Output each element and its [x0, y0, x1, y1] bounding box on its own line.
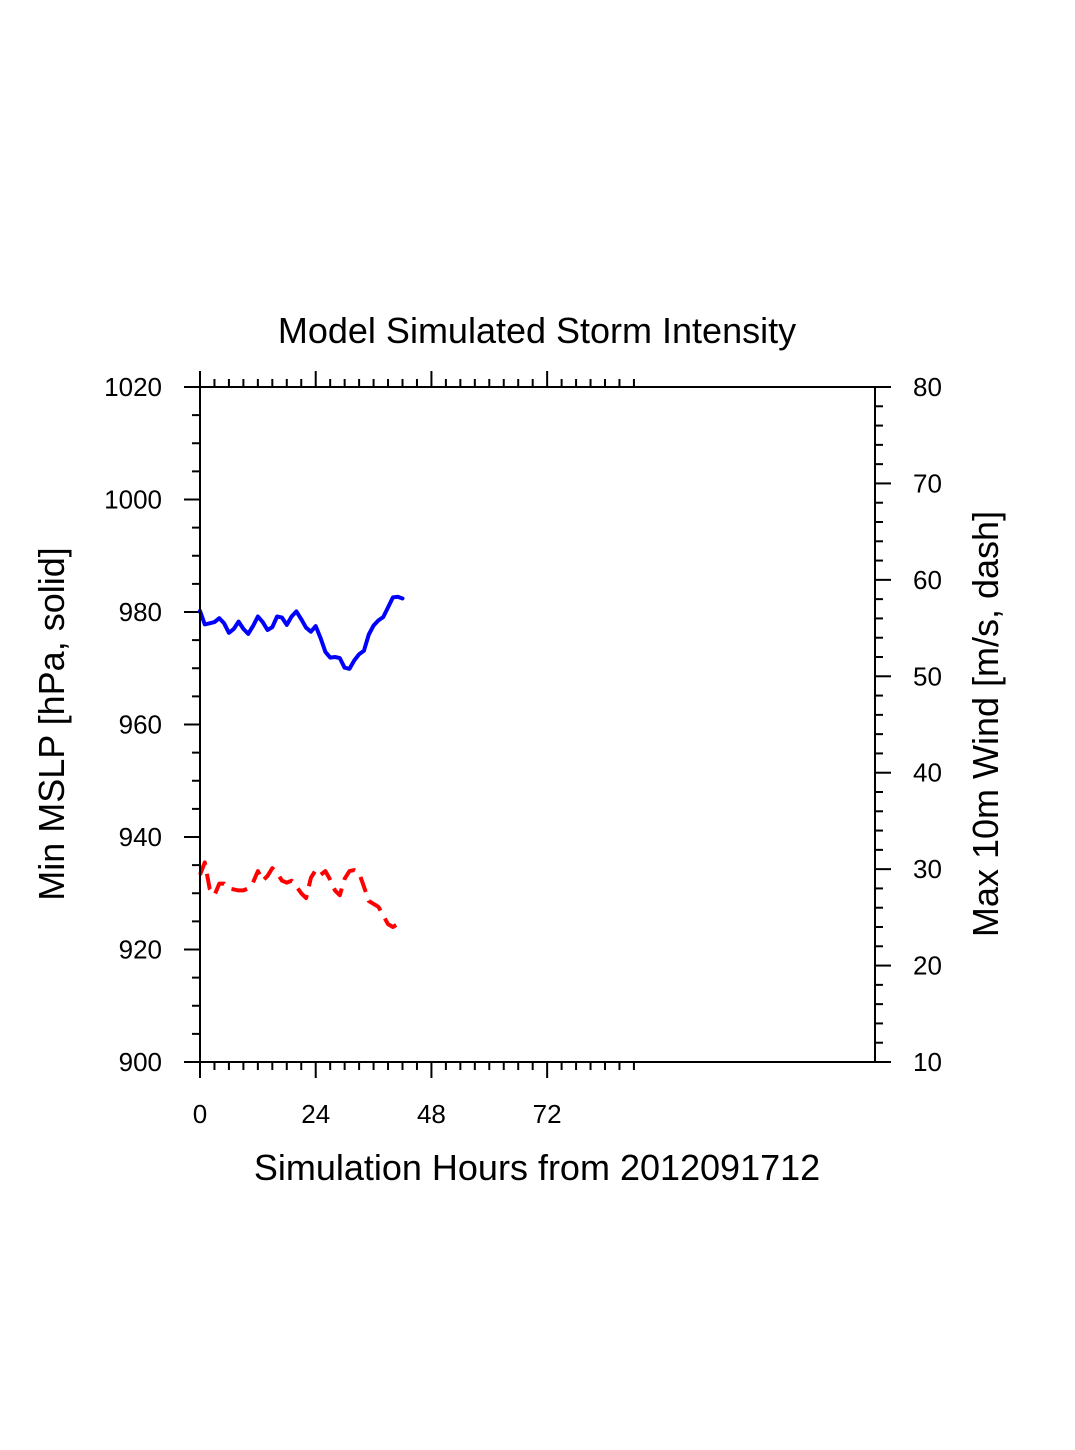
- x-tick-label: 0: [193, 1099, 207, 1129]
- x-tick-label: 24: [301, 1099, 330, 1129]
- y-left-tick-label: 960: [119, 710, 162, 740]
- y-left-tick-label: 940: [119, 822, 162, 852]
- x-tick-label: 48: [417, 1099, 446, 1129]
- plot-frame: [199, 386, 876, 1063]
- x-tick-label: 72: [533, 1099, 562, 1129]
- chart-title: Model Simulated Storm Intensity: [278, 310, 796, 351]
- y-right-tick-label: 40: [913, 758, 942, 788]
- y-left-tick-label: 1000: [104, 485, 162, 515]
- y-left-tick-label: 1020: [104, 372, 162, 402]
- y-right-tick-label: 70: [913, 468, 942, 498]
- y-right-tick-label: 60: [913, 565, 942, 595]
- y-right-tick-label: 10: [913, 1047, 942, 1077]
- max-wind-line: [198, 860, 403, 929]
- y-right-tick-label: 80: [913, 372, 942, 402]
- y-axis-right-label: Max 10m Wind [m/s, dash]: [965, 511, 1006, 937]
- x-axis-label: Simulation Hours from 2012091712: [254, 1147, 820, 1188]
- y-left-tick-label: 900: [119, 1047, 162, 1077]
- y-axis-left-label: Min MSLP [hPa, solid]: [31, 547, 72, 901]
- y-right-tick-label: 30: [913, 854, 942, 884]
- series-layer: [198, 594, 405, 929]
- tick-labels: 0 24 48 72900920940960980100010201020304050…: [104, 372, 942, 1129]
- y-left-tick-label: 920: [119, 935, 162, 965]
- y-left-tick-label: 980: [119, 597, 162, 627]
- y-right-tick-label: 20: [913, 951, 942, 981]
- min-mslp-line: [198, 594, 405, 671]
- axis-ticks: [184, 371, 891, 1078]
- y-right-tick-label: 50: [913, 661, 942, 691]
